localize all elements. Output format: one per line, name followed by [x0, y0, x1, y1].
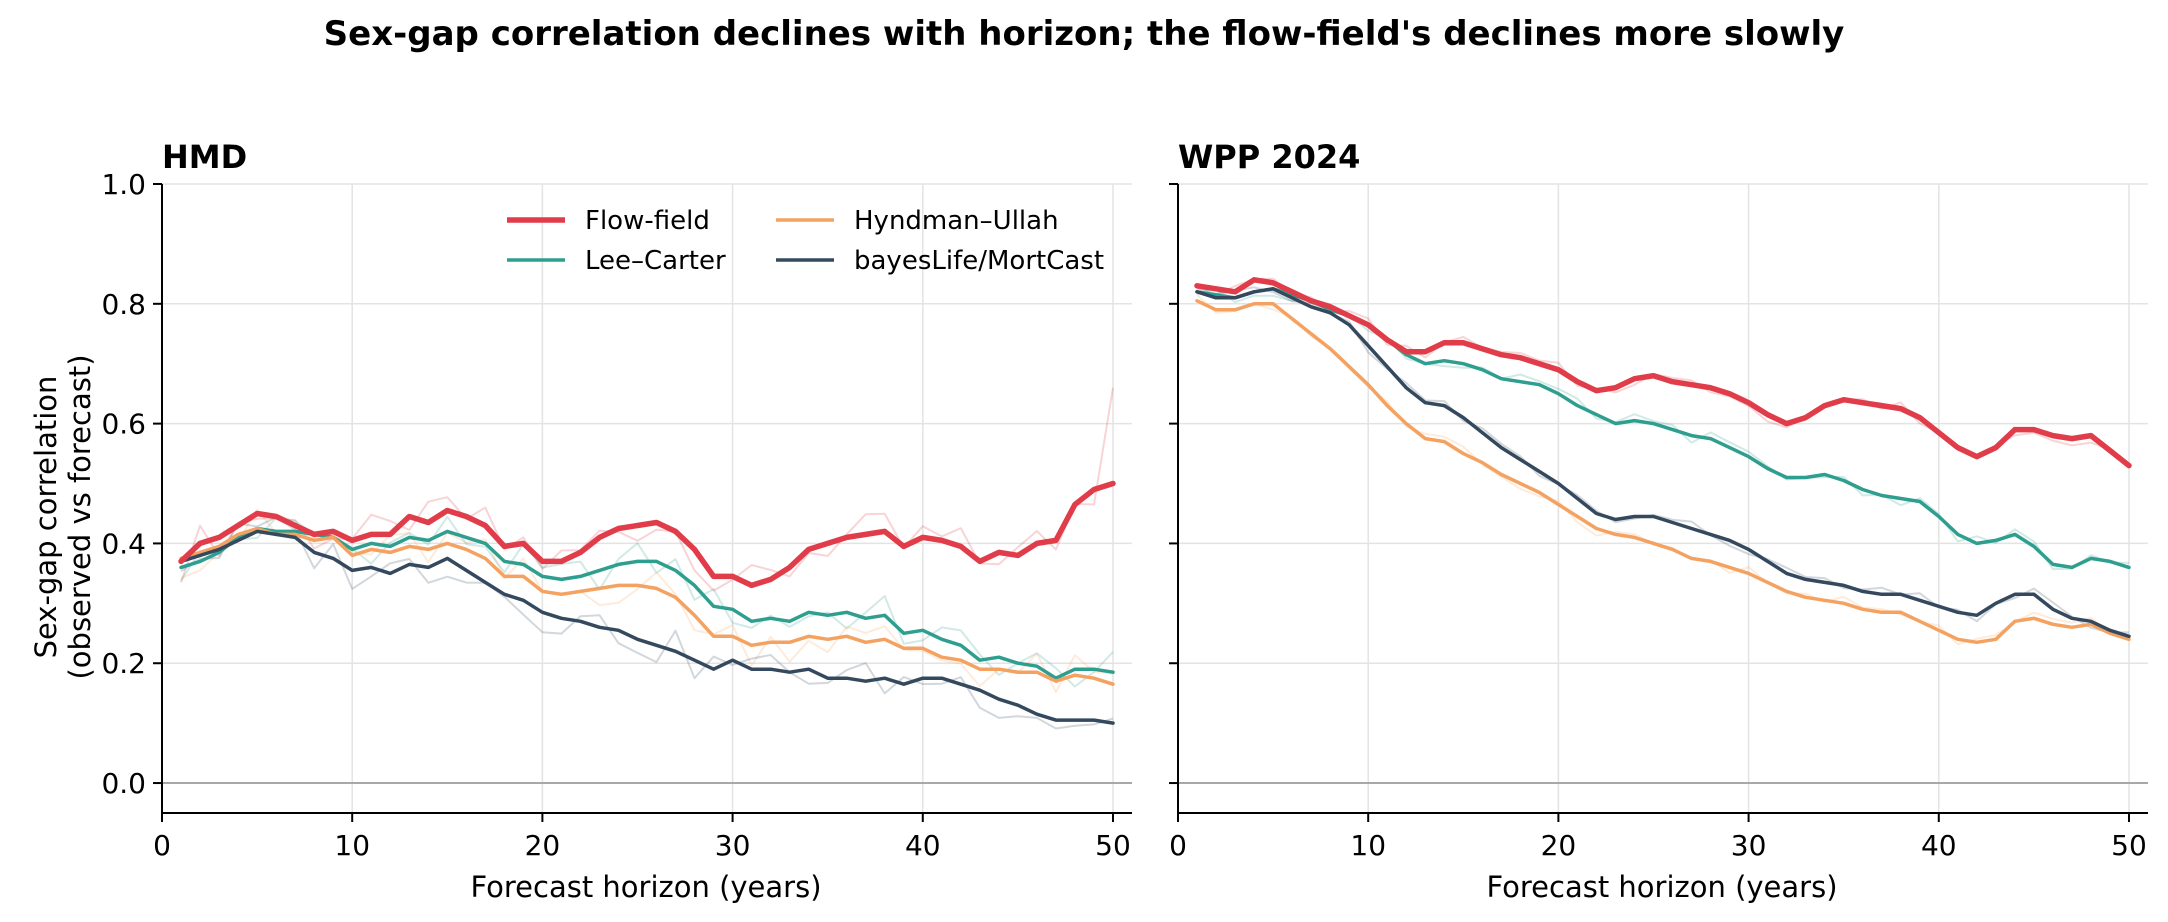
panel-title-hmd: HMD [162, 138, 247, 176]
x-tick-label: 10 [1350, 829, 1386, 862]
legend: Flow-field Lee–Carter Hyndman–Ullah bayesLi… [507, 206, 1104, 276]
panel-title-wpp-2024: WPP 2024 [1178, 138, 1360, 176]
series-raw-hyndman-ullah [1196, 294, 2130, 646]
y-axis-label-hmd: Sex-gap correlation(observed vs forecast… [29, 354, 97, 679]
series-raw-lee-carter [1196, 287, 2130, 571]
y-tick-label: 0.2 [101, 647, 146, 680]
figure-suptitle: Sex-gap correlation declines with horizo… [324, 14, 1845, 54]
series-raw-lee-carter [180, 515, 1114, 688]
series-raw-bayeslife-mortcast [1196, 286, 2130, 634]
legend-label-lee-carter: Lee–Carter [585, 246, 726, 276]
series-lines-wpp-2024 [1194, 277, 2132, 646]
x-tick-label: 50 [1095, 829, 1131, 862]
panel-hmd: HMD 0 10 20 30 40 50 0.0 0.2 0.4 0.6 0.8 1.0 Foreca… [29, 138, 1132, 904]
x-tick-label: 20 [1541, 829, 1577, 862]
x-axis-label-wpp-2024: Forecast horizon (years) [1486, 870, 1837, 904]
series-line-bayeslife-mortcast [1195, 287, 2131, 639]
series-line-hyndman-ullah [1195, 299, 2131, 645]
x-tick-label: 20 [525, 829, 561, 862]
legend-label-flow-field: Flow-field [585, 206, 710, 236]
axes-wpp-2024 [1177, 184, 2148, 814]
x-tick-label: 50 [2111, 829, 2147, 862]
y-tick-label: 0.0 [101, 767, 146, 800]
panel-wpp-2024: WPP 2024 0 10 20 30 40 50 Forecast horizon (y… [1169, 138, 2148, 904]
grid-wpp-2024 [1177, 183, 2148, 813]
x-tick-label: 0 [153, 829, 171, 862]
x-tick-label: 30 [1731, 829, 1767, 862]
legend-label-bayeslife-mortcast: bayesLife/MortCast [854, 246, 1104, 276]
axes-hmd [161, 184, 1132, 814]
y-tick-label: 0.8 [101, 288, 146, 321]
series-line-flow-field [1194, 277, 2132, 469]
x-tick-label: 30 [715, 829, 751, 862]
series-line-hyndman-ullah [179, 526, 1115, 686]
y-tick-label: 1.0 [101, 168, 146, 201]
legend-label-hyndman-ullah: Hyndman–Ullah [854, 206, 1059, 236]
grid-hmd [161, 183, 1132, 813]
x-tick-label: 40 [905, 829, 941, 862]
series-raw-bayeslife-mortcast [180, 516, 1114, 730]
series-line-bayeslife-mortcast [179, 529, 1115, 725]
series-lines-hmd [178, 387, 1116, 730]
x-tick-label: 10 [334, 829, 370, 862]
series-line-flow-field [178, 480, 1116, 589]
tick-labels-wpp-2024: 0 10 20 30 40 50 [1169, 183, 2147, 862]
y-tick-label: 0.4 [101, 527, 146, 560]
x-axis-label-hmd: Forecast horizon (years) [470, 870, 821, 904]
series-line-lee-carter [1195, 287, 2131, 570]
x-tick-label: 0 [1169, 829, 1187, 862]
y-tick-label: 0.6 [101, 408, 146, 441]
x-tick-label: 40 [1921, 829, 1957, 862]
tick-labels-hmd: 0 10 20 30 40 50 0.0 0.2 0.4 0.6 0.8 1.0 [101, 168, 1130, 862]
